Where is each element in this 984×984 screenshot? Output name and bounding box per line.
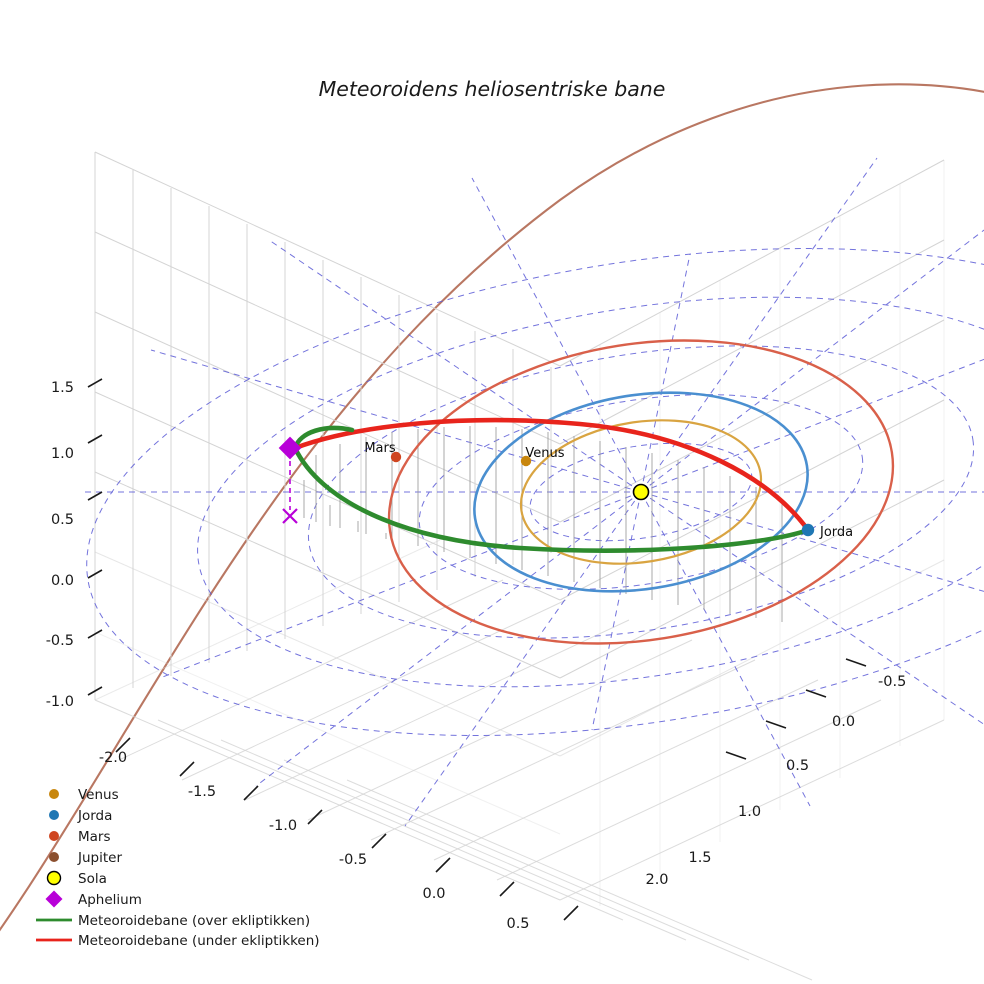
mars-dot-icon [49,831,59,841]
marker-venus [520,455,532,467]
legend-item-mars[interactable]: Mars [49,829,111,845]
legend-item-jupiter[interactable]: Jupiter [49,850,122,866]
orbit-jorda [473,391,809,593]
venus-dot-icon [49,789,59,799]
legend-item-venus[interactable]: Venus [49,787,119,803]
aphelion-projection-x-icon [282,508,298,524]
legend-item-meteoroid-under[interactable]: Meteoroidebane (under ekliptikken) [36,933,320,949]
legend-item-aphelium[interactable]: Aphelium [45,890,142,908]
ztick-0: 1.5 [51,380,74,396]
orbit-jupiter [0,83,984,932]
xtick-0: -2.0 [99,750,127,766]
aphelion-marker [278,436,302,460]
axis-ticks [87,378,867,921]
jorda-label: Jorda [819,525,853,540]
orbit-venus [519,419,763,565]
legend-label: Meteoroidebane (under ekliptikken) [78,933,320,949]
panel-gridlines [94,151,945,981]
jorda-dot-icon [49,810,59,820]
ztick-2: 0.5 [51,512,74,528]
legend-item-meteoroid-over[interactable]: Meteoroidebane (over ekliptikken) [36,913,310,929]
ytick-3: 1.0 [738,804,761,820]
sola-dot-icon [46,870,62,886]
legend-label: Jupiter [77,850,122,866]
legend-label: Sola [78,871,107,887]
ytick-2: 0.5 [786,758,809,774]
xtick-3: -0.5 [339,852,367,868]
legend-label: Meteoroidebane (over ekliptikken) [78,913,310,929]
legend-item-sola[interactable]: Sola [46,870,107,887]
venus-label: Venus [525,446,564,461]
xtick-4: 0.0 [422,886,445,902]
xtick-7: 2.0 [645,872,668,888]
ztick-1: 1.0 [51,446,74,462]
xtick-2: -1.0 [269,818,297,834]
legend-label: Aphelium [78,892,142,908]
aphelium-diamond-icon [45,890,63,908]
ytick-1: 0.0 [832,714,855,730]
xtick-5: 0.5 [506,916,529,932]
legend: Venus Jorda Mars Jupiter Sola [36,787,320,949]
legend-label: Mars [78,829,111,845]
orbit-meteoroid-under [292,417,811,533]
legend-label: Jorda [77,808,112,824]
marker-sola [632,483,650,501]
xtick-1: -1.5 [188,784,216,800]
marker-mars [390,451,402,463]
ytick-0: -0.5 [878,674,906,690]
orbit-meteoroid-over [292,445,811,553]
legend-label: Venus [78,787,119,803]
xtick-6: 1.5 [688,850,711,866]
page-title: Meteoroidens heliosentriske bane [319,77,666,101]
marker-jorda [801,523,815,537]
legend-item-jorda[interactable]: Jorda [49,808,112,824]
mars-label: Mars [364,441,396,456]
orbit-mars [387,339,895,645]
ztick-4: -0.5 [46,633,74,649]
ztick-5: -1.0 [46,694,74,710]
jupiter-dot-icon [49,852,59,862]
ztick-3: 0.0 [51,573,74,589]
